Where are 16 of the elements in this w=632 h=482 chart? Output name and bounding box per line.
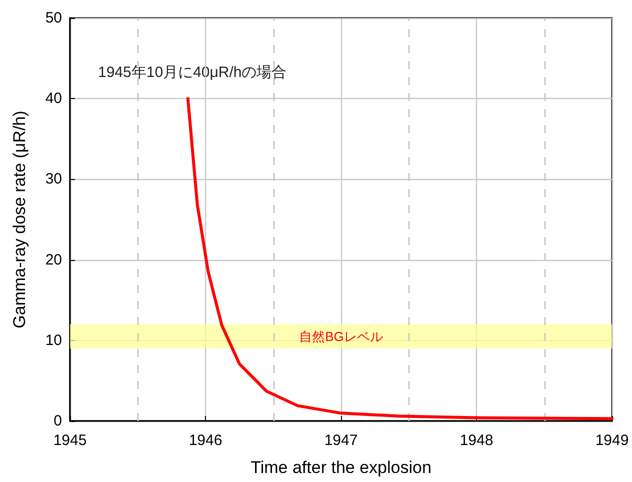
- y-tick-label: 50: [45, 10, 62, 26]
- band-label: 自然BGレベル: [299, 328, 383, 344]
- x-tick-label: 1949: [595, 432, 629, 449]
- x-tick-label: 1946: [188, 432, 222, 449]
- x-tick-label: 1945: [53, 432, 87, 449]
- annotation: 1945年10月に40μR/hの場合: [98, 64, 287, 81]
- line-series: [186, 97, 614, 420]
- y-axis-title: Gamma-ray dose rate (μR/h): [10, 110, 29, 328]
- x-tick-label: 1948: [460, 432, 494, 449]
- y-tick-label: 40: [45, 90, 62, 108]
- y-tick-label: 10: [45, 332, 62, 349]
- y-tick-label: 30: [45, 170, 62, 188]
- x-tick-label: 1947: [324, 432, 358, 449]
- y-tick-label: 0: [54, 412, 62, 430]
- y-tick-label: 20: [45, 251, 62, 268]
- x-axis-title: Time after the explosion: [250, 458, 432, 477]
